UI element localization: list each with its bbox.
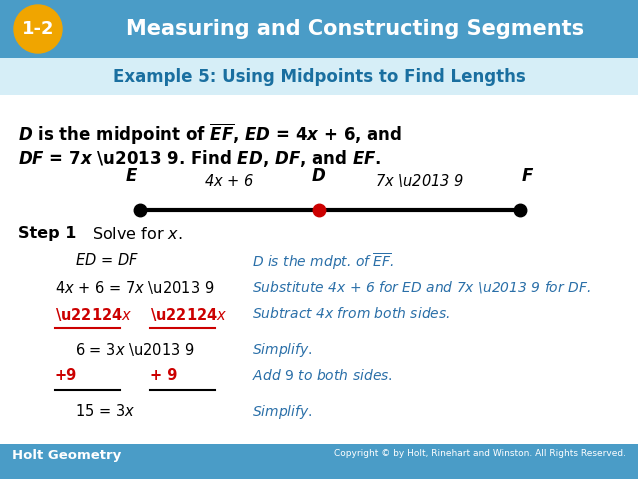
Text: \u22124$\mathit{x}$: \u22124$\mathit{x}$ — [150, 306, 227, 323]
Text: $\mathit{Simplify.}$: $\mathit{Simplify.}$ — [252, 403, 313, 421]
Text: $\mathit{D}$ is the mdpt. of $\mathit{\overline{EF}}$.: $\mathit{D}$ is the mdpt. of $\mathit{\o… — [252, 252, 394, 273]
Text: 6 = 3$\mathit{x}$ \u2013 9: 6 = 3$\mathit{x}$ \u2013 9 — [75, 341, 195, 358]
Text: 1-2: 1-2 — [22, 20, 54, 38]
Text: 4$\mathit{x}$ + 6 = 7$\mathit{x}$ \u2013 9: 4$\mathit{x}$ + 6 = 7$\mathit{x}$ \u2013… — [55, 279, 214, 296]
Text: 7$x$ \u2013 9: 7$x$ \u2013 9 — [375, 172, 464, 189]
Text: $\mathit{ED}$ = $\mathit{DF}$: $\mathit{ED}$ = $\mathit{DF}$ — [75, 252, 139, 268]
Text: $\bfit{DF}$ = 7$\bfit{x}$ \u2013 9. Find $\bfit{ED}$, $\bfit{DF}$, and $\bfit{EF: $\bfit{DF}$ = 7$\bfit{x}$ \u2013 9. Find… — [18, 148, 382, 169]
Text: +9: +9 — [55, 368, 77, 383]
Text: $\bfit{F}$: $\bfit{F}$ — [521, 167, 535, 185]
Bar — [0, 95, 638, 435]
Text: Measuring and Constructing Segments: Measuring and Constructing Segments — [126, 19, 584, 39]
Text: Solve for $x$.: Solve for $x$. — [92, 226, 182, 242]
Text: 15 = 3$\mathit{x}$: 15 = 3$\mathit{x}$ — [75, 403, 135, 419]
Text: Step 1: Step 1 — [18, 226, 77, 241]
Text: Subtract 4$\mathit{x}$ from both sides.: Subtract 4$\mathit{x}$ from both sides. — [252, 306, 450, 321]
Text: $\bfit{E}$: $\bfit{E}$ — [126, 167, 138, 185]
Text: $\mathit{Simplify.}$: $\mathit{Simplify.}$ — [252, 341, 313, 359]
Text: Holt Geometry: Holt Geometry — [12, 449, 121, 462]
Text: Substitute 4$\mathit{x}$ + 6 for $\mathit{ED}$ and 7$\mathit{x}$ \u2013 9 for $\: Substitute 4$\mathit{x}$ + 6 for $\mathi… — [252, 279, 591, 295]
Text: $\bfit{D}$: $\bfit{D}$ — [311, 167, 327, 185]
Text: Example 5: Using Midpoints to Find Lengths: Example 5: Using Midpoints to Find Lengt… — [113, 68, 525, 86]
Circle shape — [14, 5, 62, 53]
Bar — [0, 0, 638, 58]
Bar — [0, 58, 638, 95]
Text: + 9: + 9 — [150, 368, 177, 383]
Text: $\bfit{D}$ is the midpoint of $\bfit{\overline{EF}}$, $\bfit{ED}$ = 4$\bfit{x}$ : $\bfit{D}$ is the midpoint of $\bfit{\ov… — [18, 122, 403, 147]
Text: $\mathit{Add\ 9\ to\ both\ sides.}$: $\mathit{Add\ 9\ to\ both\ sides.}$ — [252, 368, 392, 383]
Text: 4$x$ + 6: 4$x$ + 6 — [204, 173, 255, 189]
Text: \u22124$\mathit{x}$: \u22124$\mathit{x}$ — [55, 306, 133, 323]
Bar — [0, 444, 638, 479]
Text: Copyright © by Holt, Rinehart and Winston. All Rights Reserved.: Copyright © by Holt, Rinehart and Winsto… — [334, 449, 626, 458]
